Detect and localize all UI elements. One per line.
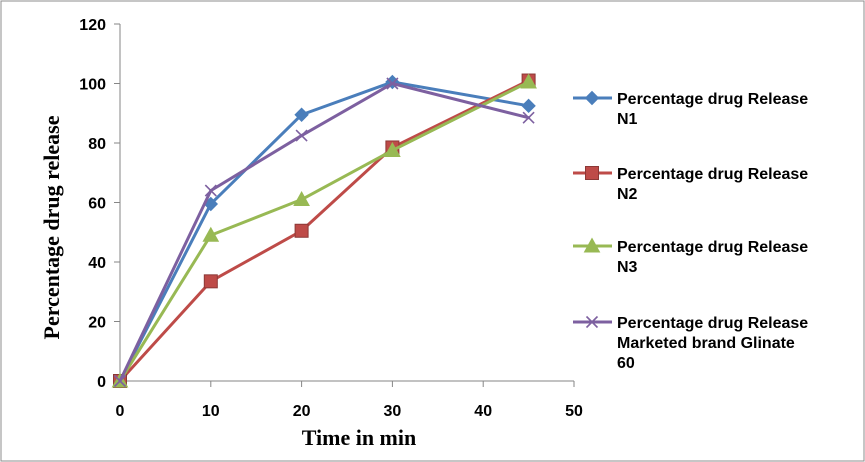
series-4: [113, 77, 535, 388]
data-point: [203, 274, 218, 289]
legend-label: Percentage drug Release: [617, 315, 808, 332]
data-point: [204, 184, 217, 197]
legend-label: N1: [617, 111, 638, 128]
legend-label: N2: [617, 186, 638, 203]
axes: [114, 23, 575, 387]
legend-entry-4: Percentage drug Release Marketed brand Gl…: [573, 315, 808, 372]
data-point: [386, 77, 399, 90]
y-axis-title: Percentage drug release: [39, 115, 64, 339]
data-point: [520, 73, 537, 89]
legend-label: Percentage drug Release: [617, 239, 808, 256]
data-point: [294, 223, 309, 238]
legend-marker: [584, 90, 600, 106]
x-axis-title: Time in min: [302, 425, 417, 450]
legend-label: N3: [617, 259, 638, 276]
x-marker-stroke: [585, 315, 599, 329]
legend-marker: [585, 166, 599, 180]
series-layer: [111, 73, 537, 389]
y-tick-label: 20: [88, 315, 106, 332]
x-tick-label: 50: [565, 403, 583, 420]
y-tick-label: 120: [79, 17, 106, 34]
y-tick-label: 40: [88, 255, 106, 272]
x-marker-stroke: [386, 77, 399, 90]
x-marker-stroke: [113, 374, 127, 388]
tick-labels: 0 20 40 60 80 100 120 0 10 20 30 40 50: [79, 17, 583, 420]
legend-marker: [583, 237, 601, 253]
y-tick-label: 80: [88, 136, 106, 153]
data-point: [522, 111, 535, 124]
legend-label: 60: [617, 355, 635, 372]
legend-marker: [585, 315, 599, 329]
x-tick-label: 20: [293, 403, 311, 420]
data-point: [293, 190, 310, 207]
x-tick-label: 10: [202, 403, 220, 420]
data-point: [294, 107, 309, 122]
x-marker-stroke: [204, 184, 217, 197]
legend-entry-3: Percentage drug Release N3: [573, 237, 808, 276]
x-tick-label: 40: [474, 403, 492, 420]
y-tick-label: 100: [79, 77, 106, 94]
legend-entry-1: Percentage drug Release N1: [573, 90, 808, 128]
legend-label: Percentage drug Release: [617, 91, 808, 108]
y-tick-label: 60: [88, 196, 106, 213]
x-marker-stroke: [295, 129, 308, 142]
legend-label: Percentage drug Release: [617, 166, 808, 183]
data-point: [202, 226, 220, 242]
x-marker-stroke: [522, 111, 535, 124]
data-point: [384, 141, 401, 157]
x-tick-label: 0: [116, 403, 125, 420]
y-tick-label: 0: [97, 374, 106, 391]
legend-entry-2: Percentage drug Release N2: [573, 166, 808, 203]
data-point: [295, 129, 308, 142]
data-point: [113, 374, 127, 388]
x-tick-label: 30: [384, 403, 402, 420]
data-point: [521, 98, 536, 114]
legend-label: Marketed brand Glinate: [617, 335, 795, 352]
